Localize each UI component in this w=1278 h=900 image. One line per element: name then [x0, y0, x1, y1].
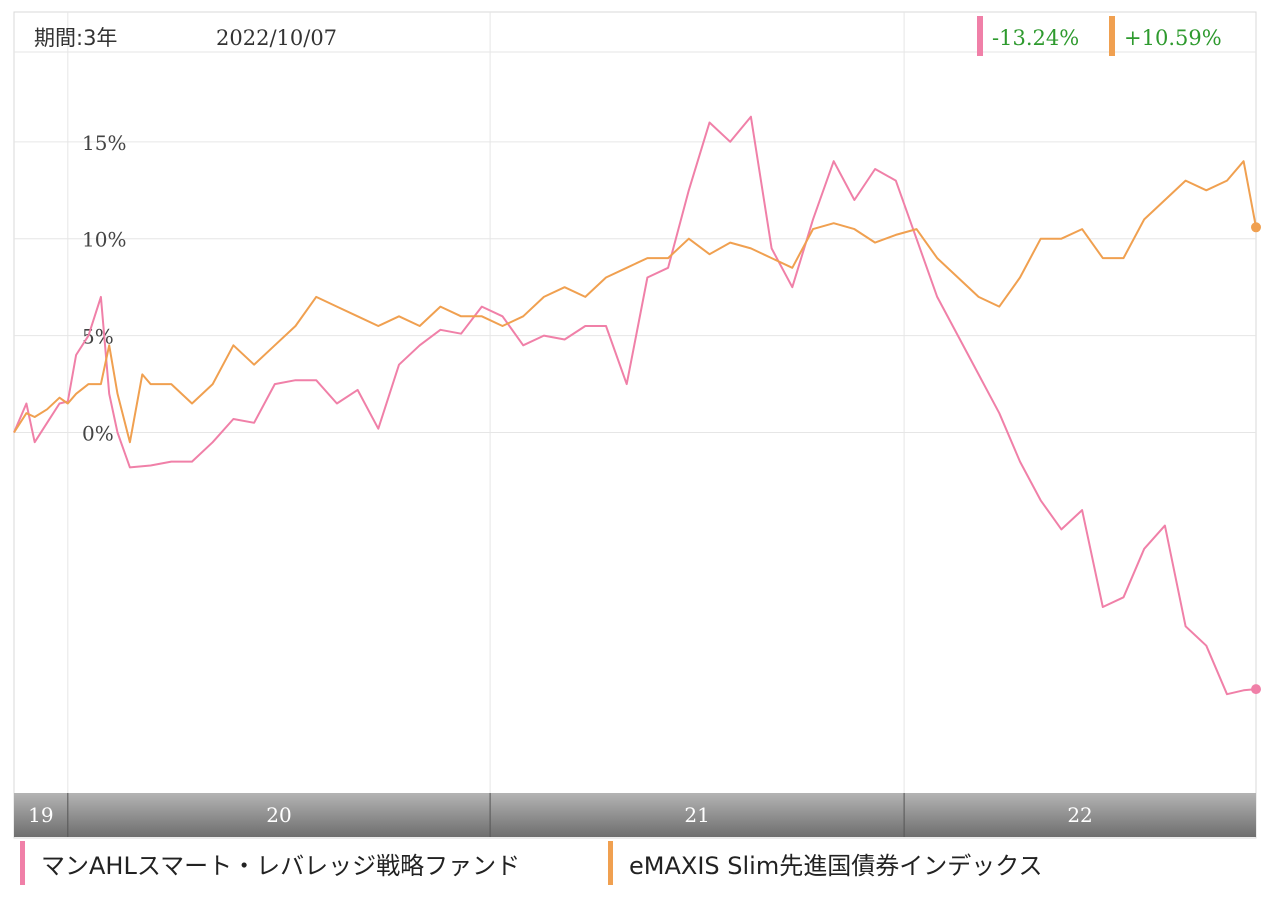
x-tick-label: 19 [28, 803, 53, 827]
series-endpoint-2 [1251, 222, 1261, 233]
x-axis-band-background [14, 793, 1256, 837]
series-1-final-swatch [977, 16, 983, 56]
x-axis-band: 19 20 21 22 [14, 793, 1256, 837]
y-tick-label: 15% [82, 131, 126, 155]
x-tick-label: 21 [684, 803, 709, 827]
series-layer [13, 115, 1261, 696]
series-endpoint-1 [1251, 684, 1261, 695]
y-tick-label: 0% [82, 422, 114, 446]
plot-frame [13, 11, 1257, 839]
series-line-2 [13, 160, 1257, 444]
legend-swatch-1 [20, 841, 25, 885]
x-tick-label: 22 [1067, 803, 1092, 827]
date-label: 2022/10/07 [216, 26, 337, 50]
series-2-final-swatch [1109, 16, 1115, 56]
y-tick-label: 10% [82, 228, 126, 252]
legend-item-1: マンAHLスマート・レバレッジ戦略ファンド [20, 838, 520, 888]
legend-swatch-2 [608, 841, 613, 885]
y-tick-labels: 0%5%10%15% [82, 131, 126, 446]
legend-label-2: eMAXIS Slim先進国債券インデックス [629, 851, 1043, 880]
series-line-1 [13, 115, 1257, 696]
series-1-final-value: -13.24% [992, 26, 1079, 50]
legend-item-2: eMAXIS Slim先進国債券インデックス [608, 838, 1043, 888]
period-label: 期間:3年 [34, 26, 117, 50]
series-2-final-value: +10.59% [1124, 26, 1222, 50]
legend-label-1: マンAHLスマート・レバレッジ戦略ファンド [41, 851, 521, 880]
x-tick-label: 20 [266, 803, 291, 827]
